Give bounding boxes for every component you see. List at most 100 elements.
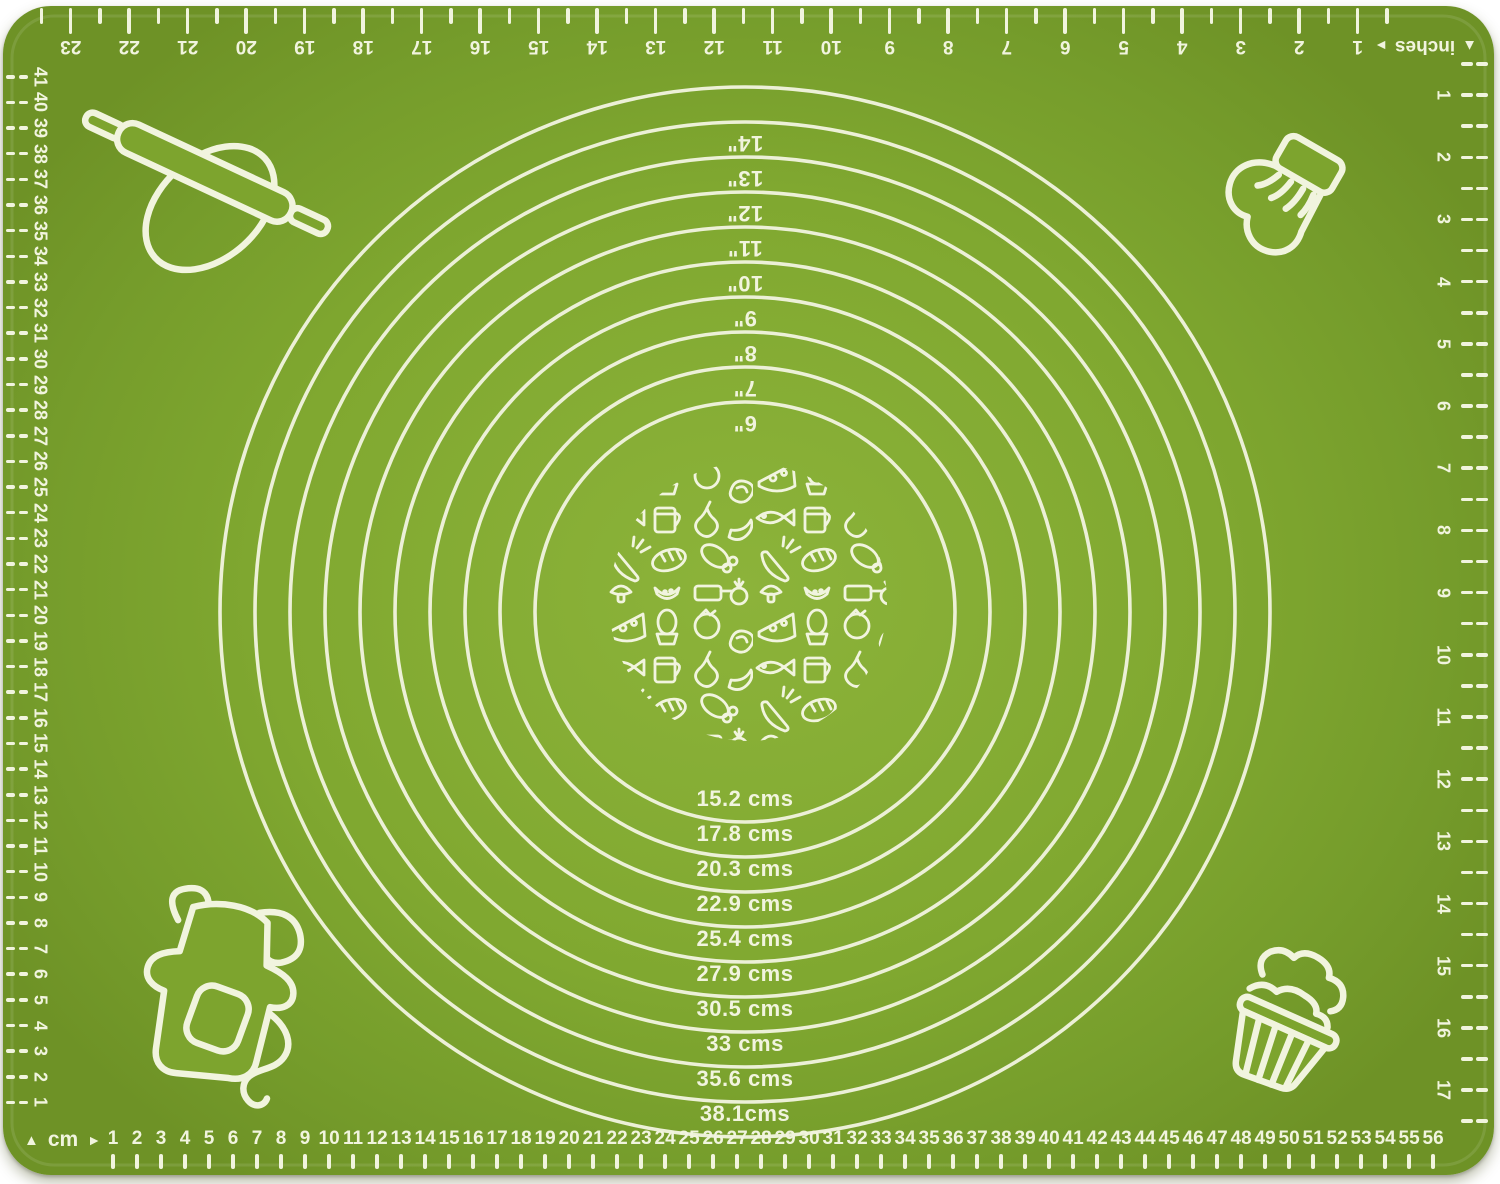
cm-tick — [19, 536, 28, 541]
ruler-number: 8 — [942, 36, 954, 57]
cm-tick — [879, 1154, 883, 1169]
cm-tick — [6, 536, 15, 541]
cm-tick — [711, 1154, 715, 1169]
cm-tick — [1047, 1154, 1051, 1169]
cm-tick — [6, 280, 15, 284]
inch-cell: 2 — [1270, 8, 1331, 58]
cm-cell: 41 — [3, 64, 59, 90]
half-inch-tick — [98, 8, 102, 24]
inch-tick — [1476, 155, 1488, 160]
cm-tick — [1071, 1154, 1075, 1169]
cm-tick — [759, 1154, 763, 1169]
inch-cell: 11 — [744, 8, 804, 58]
cm-tick — [1023, 1154, 1027, 1169]
inch-tick — [1476, 279, 1488, 284]
cm-tick — [927, 1154, 931, 1169]
ruler-number: 20 — [30, 605, 51, 626]
ruler-number: 33 — [30, 271, 51, 292]
ruler-number: 22 — [606, 1128, 628, 1149]
ruler-number: 16 — [469, 36, 491, 57]
cm-cell: 8 — [269, 1128, 293, 1174]
cm-tick — [6, 639, 15, 643]
cm-cell: 25 — [677, 1128, 701, 1174]
cm-tick — [351, 1154, 355, 1169]
inch-tick — [69, 8, 73, 34]
cm-tick — [19, 716, 28, 720]
ring-cm-label: 30.5 cms — [696, 996, 794, 1021]
cm-cell: 36 — [941, 1128, 965, 1174]
half-inch-tick — [975, 8, 980, 24]
ruler-number: 10 — [1433, 644, 1454, 665]
cm-tick — [1263, 1154, 1267, 1169]
cm-cell: 43 — [1109, 1128, 1133, 1174]
cm-tick — [19, 869, 28, 874]
inch-tick — [1461, 715, 1473, 719]
cm-cell: 33 — [869, 1128, 893, 1174]
measuring-circle — [463, 330, 1027, 894]
inch-cell: 14 — [568, 8, 629, 58]
cm-tick — [6, 844, 15, 848]
cm-tick — [1335, 1154, 1339, 1169]
ruler-number: 53 — [1350, 1128, 1372, 1149]
mat-artwork — [10, 14, 1487, 1167]
cm-cell: 4 — [173, 1128, 197, 1174]
ring-inch-label: 8" — [733, 341, 757, 366]
ruler-number: 13 — [645, 36, 667, 57]
ring-cm-label: 35.6 cms — [696, 1066, 794, 1091]
ruler-number: 31 — [822, 1128, 844, 1149]
cm-tick — [975, 1154, 979, 1169]
cm-tick — [19, 690, 28, 694]
inch-cell: 9 — [1428, 559, 1494, 624]
cm-cell: 35 — [3, 218, 59, 244]
cm-cell: 18 — [3, 654, 59, 680]
up-triangle-icon: ▲ — [1462, 37, 1477, 55]
half-inch-tick — [1461, 497, 1473, 502]
cm-tick — [495, 1154, 499, 1169]
inch-tick — [303, 8, 307, 34]
ruler-number: 30 — [798, 1128, 820, 1149]
ring-inch-label: 9" — [733, 306, 757, 331]
ruler-number: 19 — [294, 36, 316, 57]
cm-tick — [19, 126, 28, 130]
inch-tick — [1476, 839, 1488, 844]
cm-tick — [327, 1154, 331, 1169]
cm-tick — [1215, 1154, 1219, 1169]
ruler-number: 20 — [558, 1128, 580, 1149]
inch-cell: 18 — [334, 8, 395, 58]
inch-tick — [1476, 963, 1488, 968]
cm-cell: 26 — [3, 449, 59, 475]
ring-inch-label: 12" — [726, 201, 764, 226]
left-cm-ruler: 41 40 39 38 37 36 35 34 33 32 31 30 29 28 27 26 25 24 23 22… — [3, 64, 59, 1115]
cm-tick — [19, 818, 28, 823]
ruler-number: 2 — [1293, 36, 1305, 57]
inches-legend: ▲ inches ► — [1374, 34, 1479, 58]
cm-tick — [615, 1154, 619, 1169]
ruler-number: 6 — [227, 1128, 239, 1149]
cm-cell: 52 — [1325, 1128, 1349, 1174]
ruler-number: 36 — [942, 1128, 964, 1149]
cm-tick — [111, 1154, 115, 1169]
ruler-number: 32 — [846, 1128, 868, 1149]
ruler-number: 4 — [1176, 36, 1188, 57]
ruler-number: 23 — [630, 1128, 652, 1149]
baking-mat: ▲ inches ► 1 2 3 4 5 6 7 8 9 10 11 12 13 14 15 16 17 18 19… — [3, 6, 1494, 1175]
inch-tick — [595, 8, 599, 34]
cm-tick — [231, 1154, 235, 1169]
ring-inch-label: 14" — [726, 131, 764, 156]
cm-tick — [19, 921, 28, 925]
cm-tick — [567, 1154, 571, 1169]
cm-tick — [591, 1154, 595, 1169]
cm-tick — [6, 331, 15, 335]
ruler-number: 4 — [30, 1020, 51, 1031]
ruler-number: 5 — [1433, 338, 1454, 349]
ruler-number: 21 — [177, 36, 199, 57]
cm-cell: 28 — [749, 1128, 773, 1174]
inch-cell: 19 — [276, 8, 336, 58]
ruler-number: 2 — [131, 1128, 143, 1149]
cm-tick — [423, 1154, 427, 1169]
cm-cell: 33 — [3, 269, 59, 295]
half-inch-tick — [156, 8, 161, 24]
ruler-number: 38 — [30, 143, 51, 164]
measuring-circle — [498, 365, 992, 859]
